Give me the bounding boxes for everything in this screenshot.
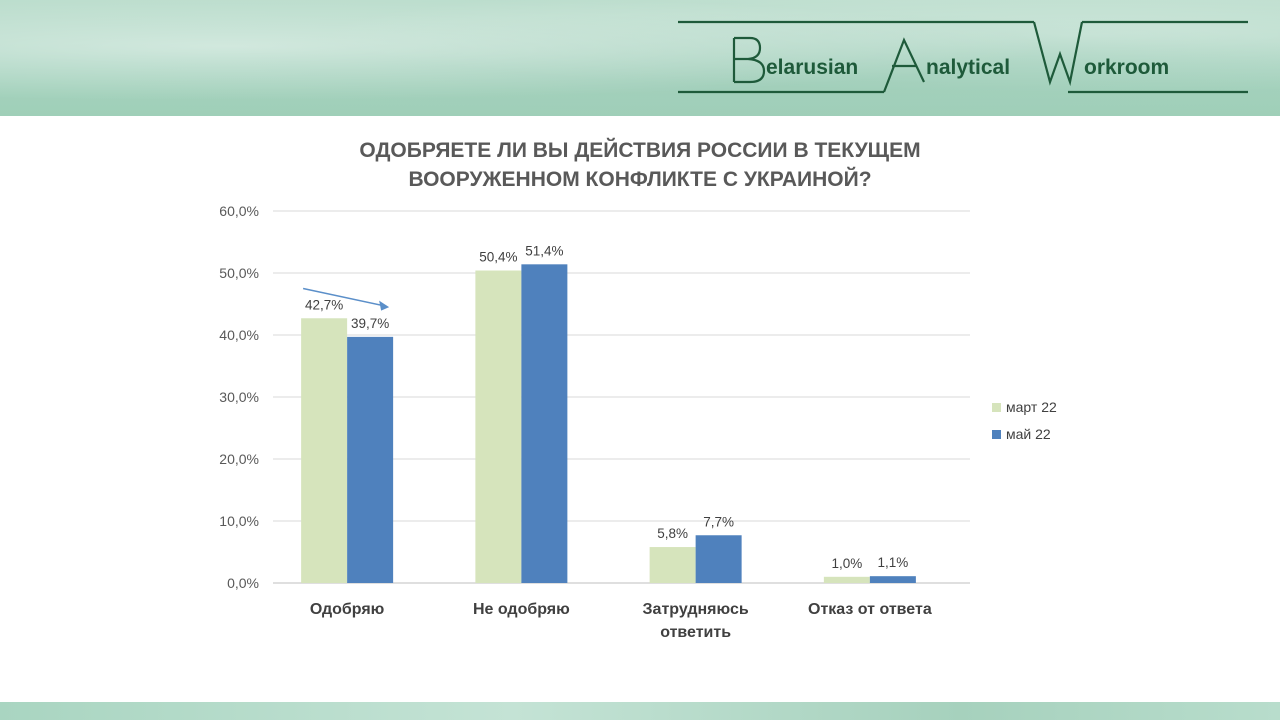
trend-arrow-line [302, 287, 384, 307]
bar-series-1 [301, 318, 348, 583]
legend-swatch [992, 430, 1001, 439]
y-tick-label: 10,0% [219, 513, 259, 529]
data-label: 7,7% [703, 514, 734, 529]
y-tick-label: 40,0% [219, 327, 259, 343]
y-tick-label: 60,0% [219, 203, 259, 219]
svg-text:orkroom: orkroom [1084, 56, 1169, 79]
data-label: 5,8% [657, 526, 688, 541]
svg-text:elarusian: elarusian [766, 56, 858, 79]
x-category-label: Затрудняюсь [643, 601, 749, 618]
chart-title-line-1: ОДОБРЯЕТЕ ЛИ ВЫ ДЕЙСТВИЯ РОССИИ В ТЕКУЩЕ… [359, 139, 921, 162]
legend-swatch [992, 403, 1001, 412]
belarusian-analytical-workroom-logo: elarusian nalytical orkroom [678, 20, 1248, 94]
bar-series-1 [649, 547, 696, 583]
bar-series-2 [695, 535, 742, 583]
y-tick-label: 20,0% [219, 451, 259, 467]
data-label: 50,4% [479, 250, 517, 265]
footer-band [0, 702, 1280, 720]
chart-title: ОДОБРЯЕТЕ ЛИ ВЫ ДЕЙСТВИЯ РОССИИ В ТЕКУЩЕ… [240, 136, 1040, 194]
y-tick-label: 0,0% [227, 575, 259, 591]
chart-title-line-2: ВООРУЖЕННОМ КОНФЛИКТЕ С УКРАИНОЙ? [408, 168, 872, 191]
bar-series-2 [521, 264, 568, 583]
x-category-label: Отказ от ответа [808, 601, 932, 618]
bar-series-2 [347, 336, 394, 583]
x-category-label: ответить [660, 624, 731, 641]
header-banner [0, 0, 1280, 116]
y-tick-label: 50,0% [219, 265, 259, 281]
data-label: 1,1% [877, 555, 908, 570]
legend-label: март 22 [1006, 399, 1057, 415]
data-label: 51,4% [525, 243, 563, 258]
x-category-label: Не одобряю [473, 601, 570, 618]
y-tick-label: 30,0% [219, 389, 259, 405]
legend-label: май 22 [1006, 426, 1051, 442]
trend-arrow-head [379, 300, 390, 311]
bar-series-1 [823, 576, 870, 583]
data-label: 39,7% [351, 316, 389, 331]
svg-text:nalytical: nalytical [926, 56, 1010, 79]
bar-series-2 [869, 576, 916, 583]
bar-series-1 [475, 270, 522, 583]
x-category-label: Одобряю [310, 601, 385, 618]
data-label: 42,7% [305, 297, 343, 312]
data-label: 1,0% [831, 556, 862, 571]
